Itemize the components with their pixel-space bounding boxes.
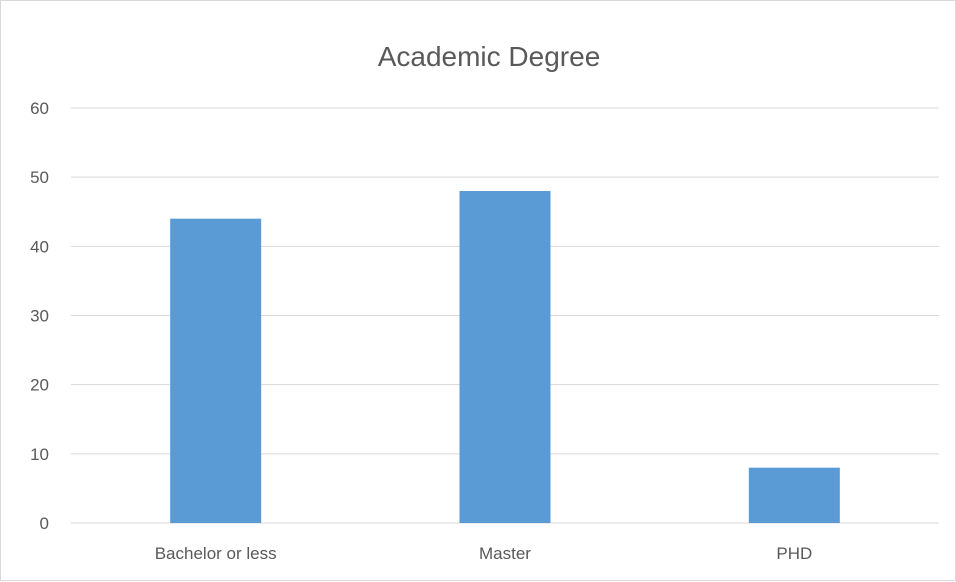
y-tick-label: 10 (30, 445, 49, 464)
bars (170, 191, 840, 523)
chart-title: Academic Degree (378, 41, 601, 72)
bar-bachelor-or-less (170, 218, 262, 523)
y-axis-ticks: 0 10 20 30 40 50 60 (30, 99, 49, 533)
y-tick-label: 0 (40, 514, 49, 533)
x-category-label: PHD (776, 544, 812, 563)
y-tick-label: 20 (30, 376, 49, 395)
x-category-label: Master (479, 544, 531, 563)
y-tick-label: 40 (30, 237, 49, 256)
y-tick-label: 60 (30, 99, 49, 118)
bar-phd (748, 467, 840, 523)
y-tick-label: 30 (30, 307, 49, 326)
x-axis-labels: Bachelor or less Master PHD (155, 544, 813, 563)
x-category-label: Bachelor or less (155, 544, 277, 563)
bar-master (459, 191, 551, 523)
y-tick-label: 50 (30, 168, 49, 187)
